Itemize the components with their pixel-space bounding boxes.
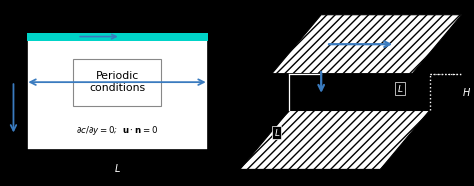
Bar xyxy=(27,33,208,150)
Text: $L$: $L$ xyxy=(114,162,120,174)
Polygon shape xyxy=(272,15,462,74)
Text: $H$: $H$ xyxy=(463,86,472,98)
Text: $\partial c/\partial y = 0$;  $\mathbf{u} \cdot \mathbf{n} = 0$: $\partial c/\partial y = 0$; $\mathbf{u}… xyxy=(76,124,158,137)
Bar xyxy=(73,59,161,106)
Text: $L$: $L$ xyxy=(397,83,403,94)
Text: Periodic
conditions: Periodic conditions xyxy=(89,71,145,93)
Bar xyxy=(27,33,208,41)
Text: $H$: $H$ xyxy=(217,88,227,100)
Polygon shape xyxy=(240,110,429,169)
Text: $L$: $L$ xyxy=(273,127,280,138)
